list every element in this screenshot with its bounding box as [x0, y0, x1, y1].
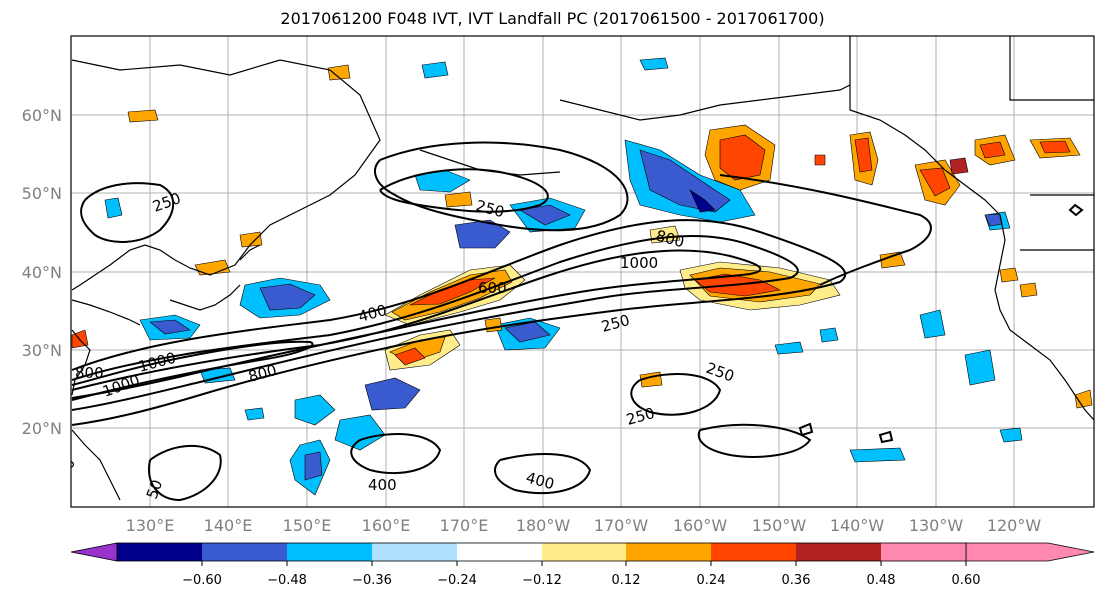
colorbar-segment	[287, 543, 372, 561]
lon-label: 180°W	[516, 516, 571, 535]
lat-label: 50°N	[22, 184, 62, 203]
lon-label: 130°E	[126, 516, 175, 535]
colorbar-extend-right	[965, 542, 1095, 562]
colorbar-segment	[711, 543, 796, 561]
contour-label: 800	[75, 364, 104, 382]
contour-label: 0	[59, 456, 79, 471]
colorbar-segment	[626, 543, 711, 561]
map-title: 2017061200 F048 IVT, IVT Landfall PC (20…	[280, 9, 825, 28]
ivt-contours	[71, 141, 1084, 502]
colorbar-tick-label: 0.60	[952, 573, 981, 588]
colorbar-extend-left	[70, 542, 118, 562]
colorbar: −0.60 −0.48 −0.36 −0.24 −0.12 0.12 0.24 …	[70, 542, 1095, 588]
lat-label: 40°N	[22, 263, 62, 282]
lon-label: 130°W	[909, 516, 964, 535]
lat-label: 20°N	[22, 419, 62, 438]
contour-label: 400	[368, 476, 397, 494]
colorbar-segment	[202, 543, 287, 561]
colorbar-tick-label: −0.48	[267, 573, 307, 588]
colorbar-segment	[372, 543, 457, 561]
colorbar-segment	[881, 543, 966, 561]
lon-label: 140°W	[830, 516, 885, 535]
lat-label: 30°N	[22, 341, 62, 360]
lon-label: 170°W	[594, 516, 649, 535]
colorbar-segment	[796, 543, 881, 561]
lat-label: 60°N	[22, 106, 62, 125]
lon-label: 150°W	[752, 516, 807, 535]
lon-label: 120°W	[987, 516, 1042, 535]
colorbar-tick-label: −0.60	[182, 573, 222, 588]
colorbar-segment	[117, 543, 202, 561]
contour-label: 1000	[620, 254, 658, 272]
colorbar-segment	[542, 543, 626, 561]
lon-label: 170°E	[440, 516, 489, 535]
map-frame	[70, 35, 1095, 508]
colorbar-tick-label: −0.36	[352, 573, 392, 588]
negative-anomaly-patches	[104, 57, 1023, 496]
colorbar-tick-label: 0.12	[612, 573, 641, 588]
longitude-labels: 130°E 140°E 150°E 160°E 170°E 180°W 170°…	[126, 516, 1042, 535]
colorbar-tick-label: 0.24	[697, 573, 726, 588]
lon-label: 150°E	[283, 516, 332, 535]
colorbar-tick-label: 0.36	[782, 573, 811, 588]
lon-label: 160°W	[673, 516, 728, 535]
lon-label: 140°E	[204, 516, 253, 535]
colorbar-ticks	[201, 561, 967, 566]
colorbar-tick-label: −0.12	[522, 573, 562, 588]
contour-label: 600	[478, 279, 507, 297]
colorbar-tick-label: −0.24	[437, 573, 477, 588]
latitude-labels: 60°N 50°N 40°N 30°N 20°N	[22, 106, 62, 438]
colorbar-segment	[457, 543, 542, 561]
contour-label: 50	[143, 477, 166, 501]
lon-label: 160°E	[362, 516, 411, 535]
colorbar-tick-label: 0.48	[867, 573, 896, 588]
coastlines	[71, 36, 1094, 501]
